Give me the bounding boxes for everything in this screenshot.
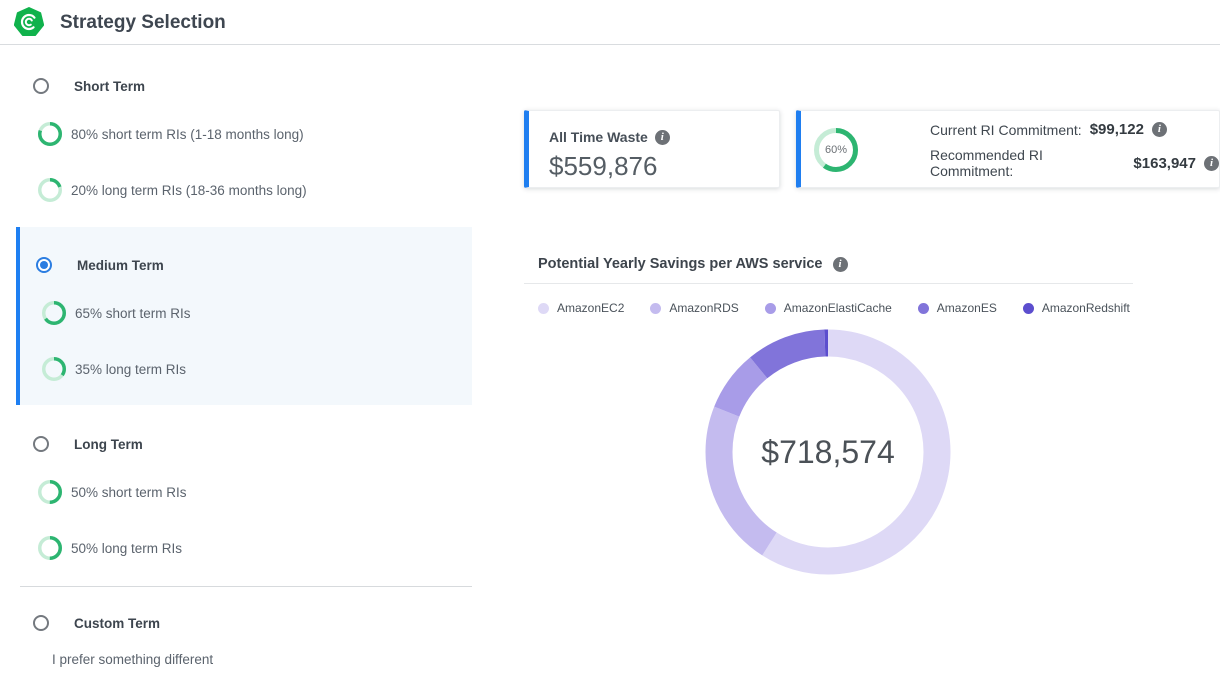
legend-label: AmazonElastiCache	[783, 301, 892, 315]
info-icon[interactable]: i	[1151, 122, 1167, 137]
selected-strategy-panel	[16, 227, 472, 405]
info-icon[interactable]: i	[832, 256, 848, 272]
page-title: Strategy Selection	[60, 12, 226, 33]
allocation-ring-icon	[42, 301, 66, 325]
allocation-row: 35% long term RIs	[42, 357, 186, 381]
waste-card-value: $559,876	[549, 151, 658, 181]
donut-center-total: $718,574	[761, 433, 895, 470]
list-divider	[20, 586, 472, 587]
allocation-label: 50% long term RIs	[71, 540, 183, 556]
legend-dot-icon	[650, 302, 662, 314]
app-logo-icon	[14, 7, 44, 36]
allocation-row: 50% short term RIs	[38, 480, 187, 504]
allocation-label: 35% long term RIs	[75, 361, 187, 377]
chart-title: Potential Yearly Savings per AWS service	[538, 256, 823, 272]
recommended-ri-value: $163,947	[1133, 154, 1196, 172]
allocation-label: 65% short term RIs	[75, 305, 191, 321]
recommended-ri-commitment-row: Recommended RI Commitment: $163,947 i	[930, 147, 1219, 179]
strategy-label: Medium Term	[77, 257, 164, 273]
current-ri-label: Current RI Commitment:	[930, 121, 1082, 138]
strategy-option-custom-term[interactable]: Custom Term	[33, 615, 160, 631]
allocation-ring-icon	[38, 480, 62, 504]
radio-short-term[interactable]	[33, 78, 49, 94]
strategy-label: Custom Term	[74, 615, 161, 631]
legend-item-AmazonRedshift[interactable]: AmazonRedshift	[1022, 301, 1130, 315]
allocation-row: 20% long term RIs (18-36 months long)	[38, 178, 307, 202]
allocation-label: 20% long term RIs (18-36 months long)	[71, 182, 307, 198]
commitment-percent-label: 60%	[824, 144, 848, 156]
page-header: Strategy Selection	[0, 0, 1220, 45]
strategy-option-long-term[interactable]: Long Term	[33, 436, 143, 452]
allocation-ring-icon	[38, 178, 62, 202]
allocation-ring-icon	[38, 536, 62, 560]
legend-dot-icon	[917, 302, 929, 314]
legend-item-AmazonES[interactable]: AmazonES	[917, 301, 997, 315]
legend-dot-icon	[764, 302, 776, 314]
legend-item-AmazonElastiCache[interactable]: AmazonElastiCache	[764, 301, 892, 315]
ri-commitment-card: 60% Current RI Commitment: $99,122 i Rec…	[796, 110, 1220, 188]
info-icon[interactable]: i	[654, 129, 670, 145]
radio-custom-term[interactable]	[33, 615, 49, 631]
info-icon[interactable]: i	[1204, 155, 1219, 171]
legend-item-AmazonEC2[interactable]: AmazonEC2	[538, 301, 624, 315]
allocation-row: 50% long term RIs	[38, 536, 182, 560]
legend-label: AmazonES	[936, 301, 997, 315]
chart-legend: AmazonEC2 AmazonRDS AmazonElastiCache Am…	[538, 301, 1130, 315]
legend-label: AmazonEC2	[557, 301, 625, 315]
allocation-ring-icon	[38, 122, 62, 146]
current-ri-commitment-row: Current RI Commitment: $99,122 i	[930, 121, 1219, 138]
radio-long-term[interactable]	[33, 436, 49, 452]
allocation-ring-icon	[42, 357, 66, 381]
legend-item-AmazonRDS[interactable]: AmazonRDS	[650, 301, 739, 315]
allocation-label: 80% short term RIs (1-18 months long)	[71, 126, 304, 142]
strategy-label: Short Term	[74, 78, 146, 94]
waste-card-label: All Time Waste	[549, 129, 648, 145]
savings-donut-chart: $718,574	[703, 327, 953, 577]
all-time-waste-card: All Time Waste i $559,876	[524, 110, 780, 188]
legend-dot-icon	[538, 302, 549, 314]
legend-label: AmazonRDS	[669, 301, 739, 315]
legend-dot-icon	[1022, 302, 1034, 314]
custom-term-description: I prefer something different	[52, 652, 214, 667]
current-ri-value: $99,122	[1089, 121, 1144, 138]
strategy-label: Long Term	[74, 436, 143, 452]
chart-divider	[524, 283, 1133, 284]
allocation-row: 65% short term RIs	[42, 301, 191, 325]
recommended-ri-label: Recommended RI Commitment:	[930, 147, 1043, 179]
strategy-option-short-term[interactable]: Short Term	[33, 78, 145, 94]
strategy-option-medium-term[interactable]: Medium Term	[36, 257, 164, 273]
allocation-row: 80% short term RIs (1-18 months long)	[38, 122, 304, 146]
commitment-percent-ring: 60%	[814, 128, 858, 172]
radio-medium-term[interactable]	[36, 257, 52, 273]
allocation-label: 50% short term RIs	[71, 484, 187, 500]
legend-label: AmazonRedshift	[1041, 301, 1130, 315]
